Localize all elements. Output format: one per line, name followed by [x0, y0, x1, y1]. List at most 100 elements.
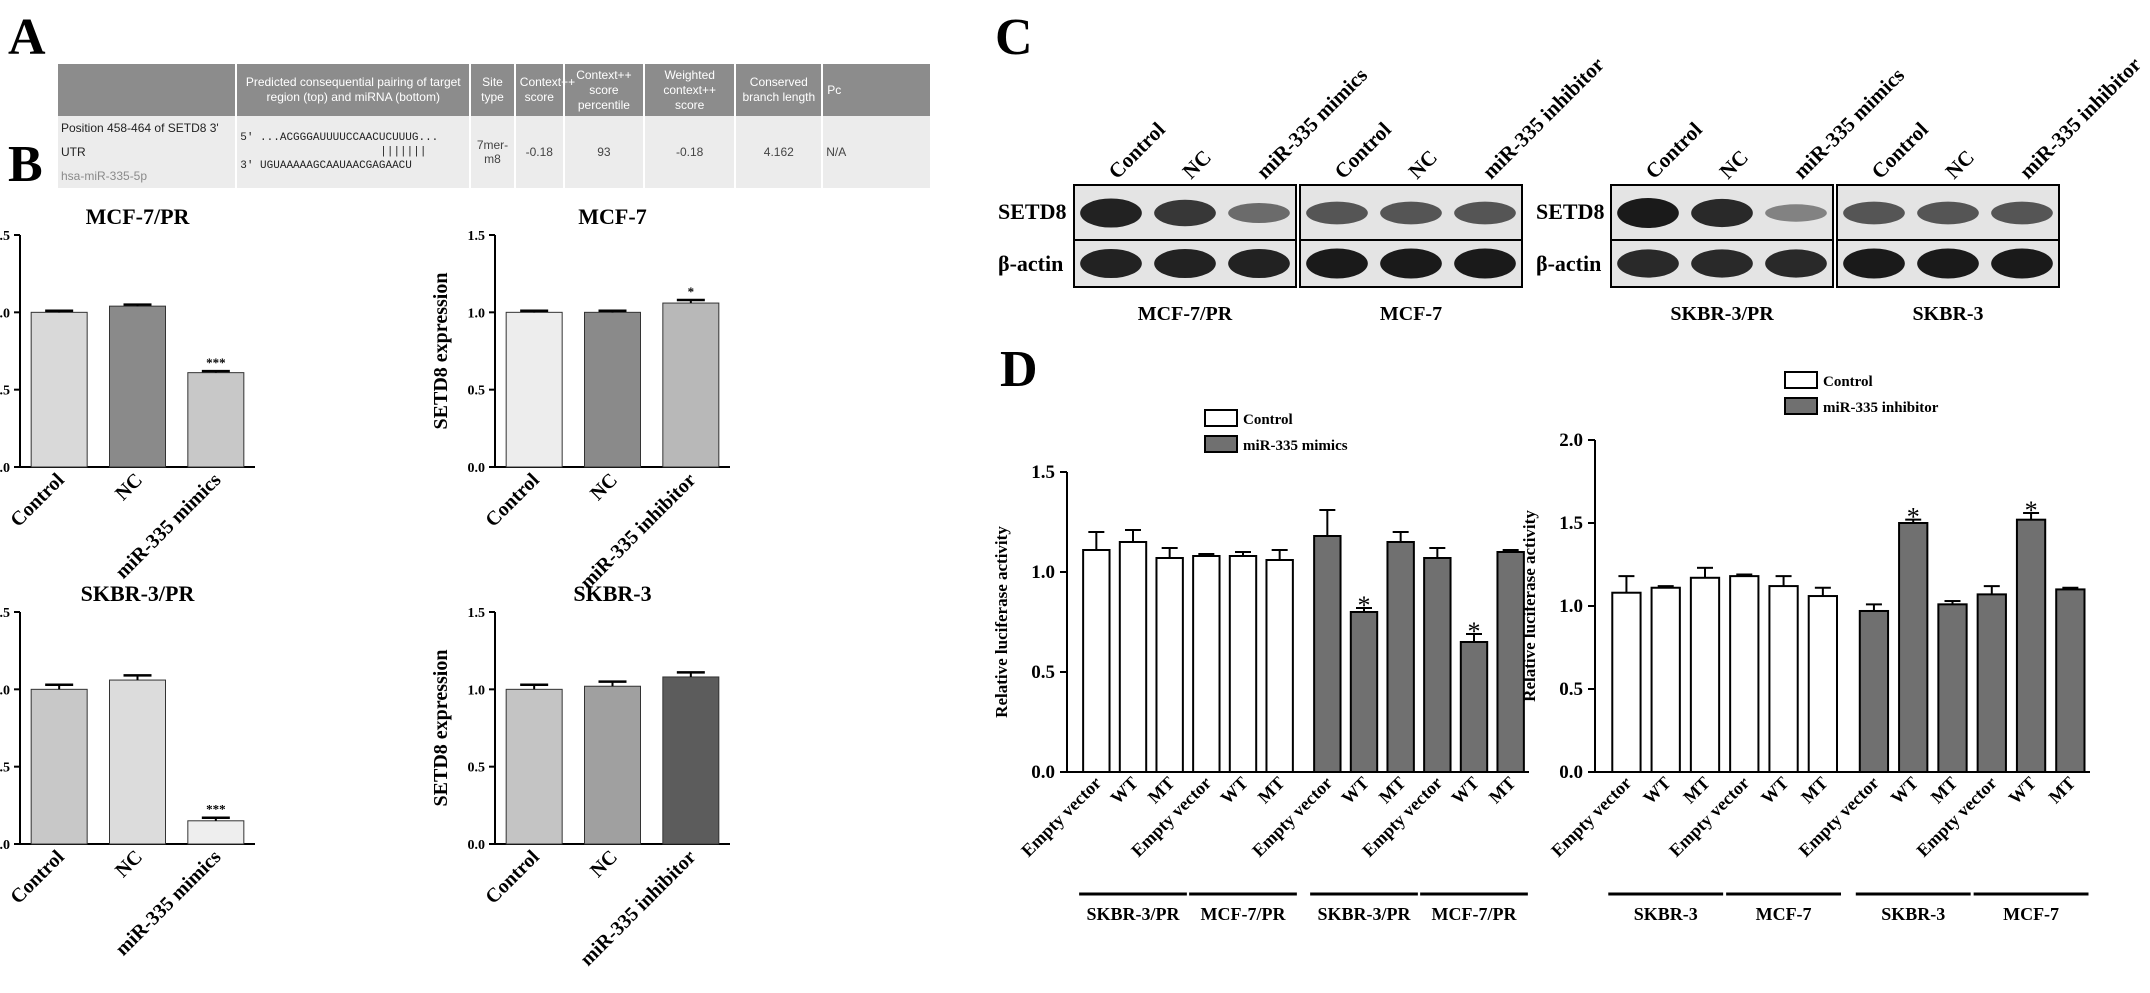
bar — [30, 311, 88, 468]
panel-label-c: C — [995, 9, 1033, 66]
significance-mark: *** — [206, 802, 226, 817]
y-tick-label: 1.5 — [1031, 462, 1055, 483]
y-tick-label: 1.0 — [1031, 562, 1055, 583]
y-tick-label: 0.0 — [1559, 762, 1583, 783]
bar — [1265, 559, 1294, 773]
y-tick-label: 1.5 — [0, 606, 10, 621]
luciferase-chart-mimics: 0.0 0.5 1.0 1.5 Relative luciferase activity… — [992, 409, 1529, 924]
group-label: SKBR-3/PR — [1086, 904, 1180, 924]
bar — [1650, 586, 1681, 773]
context-score-value: -0.18 — [514, 116, 565, 188]
bar — [1386, 541, 1415, 773]
site-type-value: 7mer-m8 — [470, 116, 516, 188]
mirna-sequence: 3' UGUAAAAAGCAAUAACGAGAACU — [240, 160, 412, 172]
y-tick-label: 0.5 — [468, 384, 486, 399]
band — [1454, 248, 1516, 279]
category-label: WT — [1447, 773, 1482, 808]
category-label: WT — [1887, 773, 1922, 808]
lane-label: Control — [1330, 117, 1396, 183]
bar — [1611, 591, 1642, 773]
significance-mark: * — [1907, 503, 1920, 532]
legend-swatch — [1784, 397, 1818, 415]
row-label-actin: β-actin — [998, 251, 1063, 276]
band — [1917, 201, 1979, 225]
bar — [1807, 595, 1838, 773]
y-tick-label: 1.0 — [468, 306, 486, 321]
lane-label: NC — [1404, 145, 1442, 183]
bar — [1496, 551, 1525, 773]
row-labels: Position 458-464 of SETD8 3' UTR hsa-miR… — [58, 116, 238, 188]
y-tick-label: 0.5 — [1031, 662, 1055, 683]
cell-line-label: MCF-7 — [1380, 303, 1442, 325]
cell-line-label: SKBR-3/PR — [1670, 303, 1774, 325]
band — [1228, 248, 1290, 279]
utr-sequence: 5' ...ACGGGAUUUUCCAACUCUUUG... — [240, 132, 439, 144]
y-axis-label: SETD8 expression — [430, 650, 452, 807]
y-tick-label: 0.0 — [468, 838, 486, 853]
pairing-cell: 5' ...ACGGGAUUUUCCAACUCUUUG... ||||||| 3… — [236, 116, 472, 188]
bar — [1155, 557, 1184, 773]
pct-value: N/A — [822, 116, 933, 188]
band — [1617, 249, 1679, 278]
bar — [1858, 609, 1890, 773]
significance-mark: * — [2025, 496, 2038, 525]
legend-swatch — [1204, 435, 1238, 453]
header-site-type: Site type — [470, 64, 516, 116]
mirna-name-label: hsa-miR-335-5p — [61, 169, 148, 183]
band — [1306, 248, 1368, 279]
bar — [1118, 541, 1148, 773]
y-tick-label: 0.5 — [1559, 679, 1583, 700]
category-label: WT — [1337, 773, 1372, 808]
band — [1306, 201, 1368, 225]
y-tick-label: 1.0 — [468, 683, 486, 698]
bar — [1976, 593, 2007, 773]
cell-line-label: MCF-7/PR — [1138, 303, 1233, 325]
bar — [662, 676, 720, 845]
header-branch-length: Conserved branch length — [735, 64, 824, 116]
category-label: WT — [1639, 773, 1674, 808]
group-label: MCF-7/PR — [1432, 904, 1518, 924]
group-label: MCF-7 — [1756, 904, 1812, 924]
plot-area: 0.0 0.5 1.0 1.5 Relative luciferase activity… — [992, 409, 1529, 924]
group-label: MCF-7/PR — [1201, 904, 1287, 924]
utr-position-label: Position 458-464 of SETD8 3' UTR — [61, 121, 219, 159]
y-tick-label: 1.5 — [1559, 513, 1583, 534]
lane-label: Control — [1641, 117, 1707, 183]
significance-mark: *** — [206, 355, 226, 370]
legend-label: Control — [1243, 412, 1293, 428]
row-label-setd8: SETD8 — [998, 199, 1066, 224]
target-prediction-table: Predicted consequential pairing of targe… — [58, 64, 956, 188]
significance-mark: * — [1468, 617, 1481, 646]
band — [1080, 248, 1142, 279]
lane-label: NC — [1715, 145, 1753, 183]
band — [1380, 201, 1442, 225]
category-label: WT — [1216, 773, 1251, 808]
group-label: MCF-7 — [2003, 904, 2059, 924]
bar — [2055, 588, 2086, 773]
group-label: SKBR-3/PR — [1317, 904, 1411, 924]
legend-label: miR-335 inhibitor — [1823, 400, 1939, 416]
bar — [1459, 641, 1489, 773]
chart-title: MCF-7 — [578, 204, 646, 229]
band — [1917, 248, 1979, 279]
y-tick-label: 0.5 — [0, 761, 10, 776]
category-label: WT — [1106, 773, 1141, 808]
legend-swatch — [1784, 371, 1818, 389]
significance-mark: * — [688, 284, 695, 299]
y-tick-label: 1.5 — [468, 606, 486, 621]
y-tick-label: 1.0 — [1559, 596, 1583, 617]
band — [1843, 201, 1905, 225]
band — [1617, 198, 1679, 228]
group-label: SKBR-3 — [1634, 904, 1698, 924]
bar — [1228, 555, 1258, 773]
chart-title: SKBR-3 — [573, 581, 651, 606]
luciferase-chart-inhibitor: 0.0 0.5 1.0 1.5 2.0 Relative luciferase activ… — [1520, 371, 2090, 924]
band — [1691, 198, 1753, 228]
bar — [1729, 575, 1760, 773]
bar — [1349, 611, 1379, 773]
category-label: MT — [2045, 773, 2080, 808]
y-axis-label: Relative luciferase activity — [1520, 510, 1539, 702]
category-label: Empty vector — [1547, 773, 1635, 861]
